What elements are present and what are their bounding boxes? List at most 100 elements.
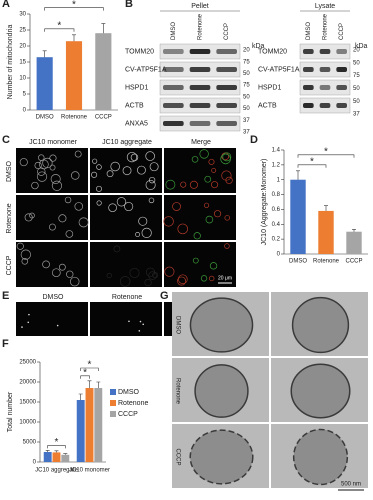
blot-band <box>216 103 237 108</box>
blot-band <box>163 49 184 54</box>
marker-label: 75 <box>243 59 250 65</box>
lane-label: Rotenone <box>198 13 204 40</box>
cell <box>141 227 152 238</box>
y-tick-label: 0 <box>277 252 281 258</box>
cell <box>38 154 45 161</box>
marker-label: 50 <box>243 106 250 112</box>
y-tick-label: 30 <box>19 12 26 18</box>
cell <box>126 151 138 163</box>
marker-label: 37 <box>353 112 360 118</box>
row-label: DMSO <box>6 160 13 182</box>
cell <box>124 201 134 212</box>
legend-label: Rotenone <box>118 400 148 407</box>
bar <box>36 57 53 110</box>
y-tick-label: 20000 <box>19 380 36 386</box>
x-tick-label: CCCP <box>345 259 362 265</box>
y-tick-label: 20 <box>19 44 26 50</box>
marker-label: 50 <box>353 60 360 66</box>
y-tick-label: 0.4 <box>272 222 281 228</box>
cell <box>172 202 181 211</box>
cell <box>224 243 230 249</box>
y-tick-label: 25000 <box>19 360 36 366</box>
cell <box>20 249 31 260</box>
panel-letter: C <box>2 134 10 146</box>
sig-bracket <box>297 154 355 158</box>
bar <box>318 210 334 254</box>
cell <box>65 230 74 238</box>
panel-letter: E <box>2 290 9 302</box>
cell <box>66 270 74 278</box>
y-tick-label: 15 <box>19 60 26 66</box>
blot-band <box>319 67 331 72</box>
legend-swatch <box>110 389 116 395</box>
cell <box>137 165 146 175</box>
sig-star: * <box>72 0 76 10</box>
error-bar <box>78 393 83 400</box>
sig-bracket <box>80 375 90 379</box>
bar <box>52 452 61 462</box>
cell <box>193 232 201 240</box>
punctum <box>138 330 141 332</box>
blot-band <box>336 67 347 72</box>
lane-label: Rotenone <box>323 13 329 40</box>
cell <box>74 150 82 158</box>
y-tick-label: 0.2 <box>272 237 281 243</box>
marker-label: 50 <box>243 94 250 100</box>
micrograph <box>164 242 236 287</box>
blot-band <box>303 103 314 108</box>
cell <box>145 179 156 190</box>
cell <box>145 151 155 161</box>
cell <box>51 268 61 278</box>
cell <box>222 152 232 162</box>
y-tick-label: 0.8 <box>272 192 281 198</box>
em-cell <box>291 296 350 354</box>
scale-label: 500 nm <box>341 482 361 488</box>
marker-label: 50 <box>243 71 250 77</box>
blot-band <box>216 121 237 126</box>
column-label: JC10 aggregate <box>102 139 152 146</box>
y-tick-label: 25 <box>19 28 26 34</box>
blot-band <box>216 85 237 90</box>
blot-band <box>303 67 314 72</box>
blot-unit: kDa <box>252 43 265 50</box>
row-label: HSPD1 <box>125 84 148 91</box>
row-label: TOMM20 <box>258 48 287 55</box>
marker-label: 37 <box>243 130 250 136</box>
y-tick-label: 1.4 <box>272 148 281 154</box>
sig-bracket <box>44 7 104 11</box>
cell <box>130 153 139 162</box>
cell <box>221 170 232 181</box>
cell <box>50 173 61 184</box>
error-bar <box>72 34 76 42</box>
cell <box>213 210 222 218</box>
cell <box>135 232 141 237</box>
micrograph <box>90 302 162 336</box>
error-bar <box>87 380 92 388</box>
cell <box>200 275 208 282</box>
error-bar <box>42 50 47 58</box>
bar <box>76 400 85 462</box>
cell <box>189 180 198 189</box>
punctum <box>128 320 130 323</box>
sig-star: * <box>57 20 61 31</box>
cell <box>116 197 127 207</box>
lane-label: DMSO <box>171 22 177 40</box>
cell <box>177 223 189 235</box>
cell <box>165 179 176 190</box>
cell <box>69 276 80 287</box>
cell <box>24 213 33 222</box>
row-label: TOMM20 <box>125 48 154 55</box>
cell <box>192 257 199 264</box>
cell <box>138 216 148 226</box>
cell <box>164 266 175 277</box>
em-cell <box>194 364 249 418</box>
cell <box>70 171 80 180</box>
cell <box>148 176 156 184</box>
legend-swatch <box>110 411 116 417</box>
x-tick-label: Rotenone <box>61 115 88 121</box>
cell <box>149 162 159 172</box>
blot-title: Lysate <box>315 3 335 10</box>
lane-label: DMSO <box>306 22 312 40</box>
y-tick-label: 15000 <box>19 400 36 406</box>
